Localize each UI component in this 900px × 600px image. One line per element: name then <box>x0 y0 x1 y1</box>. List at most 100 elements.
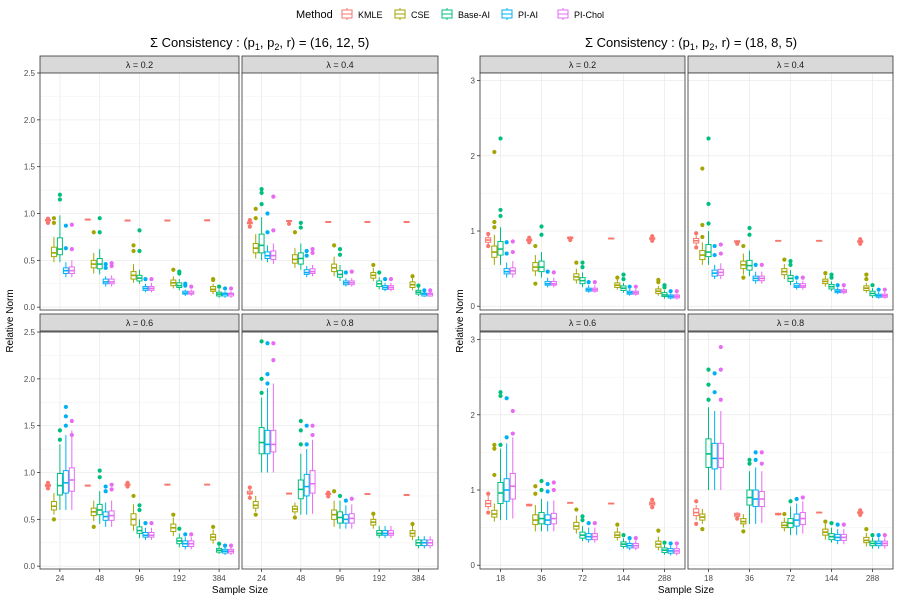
panel-border <box>479 72 686 311</box>
x-tick-label: 288 <box>658 574 672 583</box>
outlier-point <box>712 390 717 395</box>
box-kmle <box>734 511 741 521</box>
outlier-point <box>527 240 532 245</box>
outlier-point <box>332 489 337 494</box>
outlier-point <box>57 197 63 202</box>
box-body <box>705 244 712 258</box>
box-base-ai <box>56 428 63 510</box>
outlier-point <box>718 344 723 350</box>
x-tick-label: 48 <box>296 574 305 583</box>
box-base-ai <box>258 187 265 261</box>
outlier-point <box>823 519 828 524</box>
box-kmle <box>734 240 741 246</box>
box-cse <box>210 276 217 295</box>
outlier-point <box>97 230 102 235</box>
box-pi-ai <box>667 289 674 300</box>
box-base-ai <box>746 457 753 524</box>
facet-panel: λ = 0.4 <box>687 55 894 311</box>
outlier-point <box>271 358 276 363</box>
box-kmle <box>286 220 293 226</box>
outlier-point <box>304 253 309 258</box>
outlier-point <box>265 230 270 235</box>
outlier-point <box>504 435 509 440</box>
outlier-point <box>259 376 264 381</box>
box-pi-ai <box>264 211 271 263</box>
outlier-point <box>428 288 433 293</box>
box-cse <box>491 442 498 522</box>
outlier-point <box>69 432 74 438</box>
outlier-point <box>633 284 638 289</box>
outlier-point <box>586 521 591 526</box>
box-cse <box>170 512 177 537</box>
outlier-point <box>870 533 875 538</box>
outlier-point <box>533 281 538 286</box>
outlier-point <box>551 270 556 275</box>
outlier-point <box>326 490 331 495</box>
box-base-ai <box>497 136 504 265</box>
box-pi-chol <box>840 283 847 295</box>
box-cse <box>50 216 57 263</box>
outlier-point <box>580 265 585 270</box>
outlier-point <box>171 267 176 272</box>
outlier-point <box>125 480 130 485</box>
outlier-point <box>870 283 875 288</box>
outlier-point <box>91 230 96 235</box>
x-tick-label: 24 <box>257 574 266 583</box>
y-tick-label: 0.0 <box>24 303 36 312</box>
outlier-point <box>747 461 752 466</box>
box-pi-ai <box>264 341 271 473</box>
outlier-point <box>627 284 632 289</box>
box-base-ai <box>216 541 223 555</box>
box-cse <box>655 528 662 551</box>
outlier-point <box>551 487 556 493</box>
box-pi-ai <box>62 223 69 278</box>
outlier-point <box>247 217 252 223</box>
outlier-point <box>259 190 264 196</box>
outlier-point <box>621 277 626 282</box>
legend: Method KMLE CSE Base-AI PI-AI PI-Chol <box>296 7 604 21</box>
box-kmle <box>857 237 864 246</box>
y-tick-label: 2.5 <box>24 69 36 78</box>
outlier-point <box>103 261 108 267</box>
box-pi-ai <box>834 522 841 545</box>
box-cse <box>331 489 338 527</box>
y-tick-label: 3 <box>471 336 476 345</box>
outlier-point <box>712 243 717 249</box>
outlier-point <box>349 269 354 274</box>
box-base-ai <box>297 418 304 515</box>
outlier-point <box>592 521 597 526</box>
outlier-point <box>410 521 415 527</box>
facet-label: λ = 0.8 <box>777 318 804 328</box>
outlier-point <box>700 527 705 532</box>
box-pi-ai <box>382 276 389 292</box>
box-cse <box>614 522 621 541</box>
chart-1: Σ Consistency : (p1, p2, r) = (16, 12, 5… <box>5 35 439 596</box>
outlier-point <box>718 367 723 372</box>
outlier-point <box>310 423 315 428</box>
box-pi-ai <box>182 532 189 550</box>
box-body <box>270 429 277 453</box>
outlier-point <box>794 496 799 502</box>
chart-title: Σ Consistency : (p1, p2, r) = (16, 12, 5… <box>150 35 369 52</box>
box-cse <box>699 166 706 265</box>
box-pi-chol <box>509 239 516 278</box>
x-tick-label: 72 <box>578 574 587 583</box>
outlier-point <box>492 446 497 451</box>
outlier-point <box>580 517 585 523</box>
outlier-point <box>51 220 57 225</box>
box-pi-chol <box>348 496 355 529</box>
outlier-point <box>633 536 638 541</box>
outlier-point <box>674 289 679 294</box>
box-pi-ai <box>752 262 759 284</box>
outlier-point <box>486 243 491 249</box>
box-pi-chol <box>68 222 75 278</box>
box-pi-ai <box>142 520 149 540</box>
outlier-point <box>841 522 846 527</box>
outlier-point <box>568 237 573 243</box>
box-base-ai <box>56 192 63 263</box>
outlier-point <box>615 522 620 527</box>
outlier-point <box>800 275 805 280</box>
box-base-ai <box>661 540 668 555</box>
facet-strip <box>241 313 439 332</box>
box-pi-ai <box>544 269 551 288</box>
